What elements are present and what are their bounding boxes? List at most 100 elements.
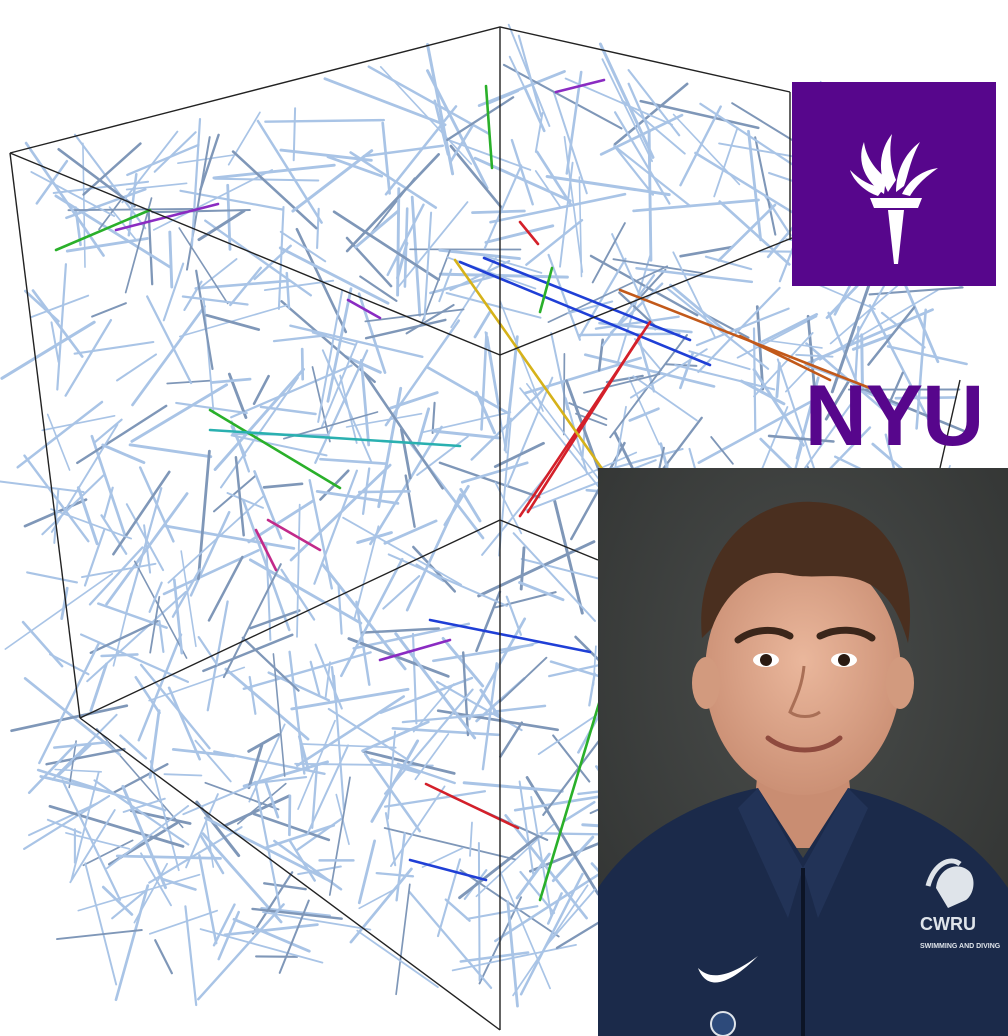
fiber-segment	[438, 461, 541, 499]
fiber-segment	[344, 355, 382, 374]
fiber-segment	[754, 312, 819, 347]
fiber-segment	[69, 809, 116, 884]
nyu-logo: NYU	[792, 82, 996, 459]
fiber-segment	[212, 903, 236, 947]
fiber-segment	[64, 318, 113, 397]
fiber-segment	[330, 666, 337, 702]
fiber-segment	[180, 550, 197, 648]
fiber-segment	[16, 400, 104, 469]
cube-edge-right	[939, 379, 961, 469]
highlighted-fiber	[266, 518, 322, 552]
fiber-segment	[195, 269, 214, 370]
fiber-segment	[469, 821, 473, 857]
fiber-segment	[639, 268, 667, 299]
fiber-segment	[804, 390, 862, 469]
fiber-segment	[100, 653, 139, 658]
fiber-segment	[167, 494, 266, 584]
fiber-segment	[370, 758, 421, 775]
fiber-segment	[166, 379, 212, 385]
fiber-segment	[27, 742, 78, 794]
fiber-segment	[140, 852, 172, 907]
fiber-segment	[578, 332, 681, 337]
fiber-segment	[101, 443, 146, 465]
fiber-segment	[359, 358, 371, 447]
fiber-segment	[204, 816, 215, 868]
fiber-segment	[295, 695, 406, 767]
fiber-segment	[317, 289, 344, 423]
fiber-segment	[412, 683, 455, 733]
spartan-helmet-icon	[925, 858, 974, 908]
fiber-segment	[292, 107, 297, 162]
fiber-segment	[627, 82, 651, 133]
highlighted-fiber	[378, 638, 452, 662]
fiber-segment	[23, 498, 88, 528]
fiber-segment	[319, 457, 388, 466]
fiber-segment	[89, 620, 159, 654]
fiber-segment	[578, 257, 627, 339]
fiber-segment	[345, 412, 423, 428]
fiber-segment	[345, 153, 440, 253]
fiber-segment	[23, 794, 111, 851]
fiber-segment	[53, 488, 60, 544]
fiber-segment	[611, 233, 657, 331]
fiber-segment	[411, 632, 418, 725]
fiber-segment	[710, 436, 734, 465]
fiber-segment	[552, 734, 591, 783]
fiber-segment	[321, 349, 373, 464]
fiber-segment	[263, 882, 307, 891]
fiber-segment	[28, 802, 99, 837]
fiber-segment	[515, 852, 551, 900]
fiber-segment	[369, 425, 443, 546]
fiber-segment	[289, 324, 424, 358]
fiber-segment	[321, 341, 358, 428]
fiber-segment	[410, 195, 422, 317]
fiber-segment	[438, 248, 521, 261]
jacket-badge	[710, 1011, 736, 1036]
fiber-segment	[182, 781, 260, 816]
fiber-segment	[177, 153, 238, 164]
fiber-segment	[48, 653, 90, 676]
fiber-segment	[264, 823, 336, 849]
fiber-segment	[628, 376, 661, 446]
cube-edge-top-front	[9, 152, 501, 356]
fiber-segment	[477, 842, 481, 982]
fiber-segment	[451, 944, 577, 972]
fiber-segment	[190, 117, 202, 248]
fiber-segment	[86, 590, 187, 683]
fiber-segment	[894, 396, 958, 400]
fiber-segment	[202, 297, 215, 415]
fiber-segment	[57, 148, 136, 208]
hair	[701, 501, 911, 643]
fiber-segment	[361, 720, 430, 753]
fiber-segment	[52, 180, 150, 194]
fiber-segment	[345, 236, 393, 288]
fiber-segment	[175, 401, 248, 415]
fiber-segment	[279, 148, 373, 162]
fiber-segment	[297, 735, 310, 771]
fiber-segment	[101, 885, 134, 916]
fiber-segment	[387, 553, 508, 607]
fiber-segment	[854, 325, 860, 384]
highlighted-fiber	[346, 298, 382, 320]
fiber-segment	[210, 377, 252, 384]
highlighted-fiber	[254, 528, 278, 572]
fiber-segment	[503, 335, 519, 452]
fiber-segment	[395, 883, 411, 996]
fiber-segment	[713, 126, 739, 198]
fiber-segment	[767, 434, 835, 443]
fiber-segment	[356, 929, 439, 988]
fiber-segment	[354, 209, 400, 249]
fiber-segment	[148, 581, 163, 613]
eyebrow-right	[816, 626, 876, 642]
fiber-segment	[886, 371, 904, 410]
jacket-collar-left	[738, 788, 803, 918]
fiber-segment	[669, 283, 729, 335]
fiber-segment	[61, 779, 122, 901]
cube-edge-top-right	[499, 237, 793, 356]
fiber-segment	[621, 99, 686, 155]
fiber-segment	[679, 245, 734, 258]
fiber-segment	[288, 650, 306, 775]
fiber-segment	[82, 839, 134, 867]
fiber-segment	[827, 311, 861, 389]
fiber-segment	[288, 794, 292, 837]
